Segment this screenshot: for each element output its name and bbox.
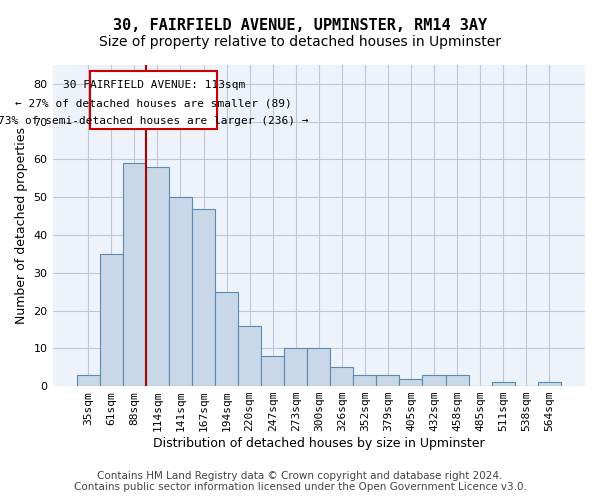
Text: 30 FAIRFIELD AVENUE: 113sqm: 30 FAIRFIELD AVENUE: 113sqm: [62, 80, 245, 90]
Bar: [376, 375, 400, 386]
Bar: [446, 375, 469, 386]
Bar: [238, 326, 261, 386]
Bar: [123, 163, 146, 386]
Y-axis label: Number of detached properties: Number of detached properties: [15, 127, 28, 324]
Bar: [491, 382, 515, 386]
Bar: [284, 348, 307, 386]
Bar: [77, 375, 100, 386]
Bar: [146, 167, 169, 386]
Text: Contains HM Land Registry data © Crown copyright and database right 2024.
Contai: Contains HM Land Registry data © Crown c…: [74, 471, 526, 492]
Bar: [353, 375, 376, 386]
Bar: [330, 367, 353, 386]
Bar: [90, 70, 217, 129]
Text: Size of property relative to detached houses in Upminster: Size of property relative to detached ho…: [99, 35, 501, 49]
Text: ← 27% of detached houses are smaller (89): ← 27% of detached houses are smaller (89…: [16, 98, 292, 108]
Bar: [422, 375, 446, 386]
Bar: [100, 254, 123, 386]
X-axis label: Distribution of detached houses by size in Upminster: Distribution of detached houses by size …: [153, 437, 485, 450]
Bar: [538, 382, 561, 386]
Text: 30, FAIRFIELD AVENUE, UPMINSTER, RM14 3AY: 30, FAIRFIELD AVENUE, UPMINSTER, RM14 3A…: [113, 18, 487, 32]
Bar: [400, 378, 422, 386]
Bar: [169, 197, 192, 386]
Bar: [307, 348, 330, 386]
Bar: [261, 356, 284, 386]
Bar: [192, 208, 215, 386]
Bar: [215, 292, 238, 386]
Text: 73% of semi-detached houses are larger (236) →: 73% of semi-detached houses are larger (…: [0, 116, 309, 126]
